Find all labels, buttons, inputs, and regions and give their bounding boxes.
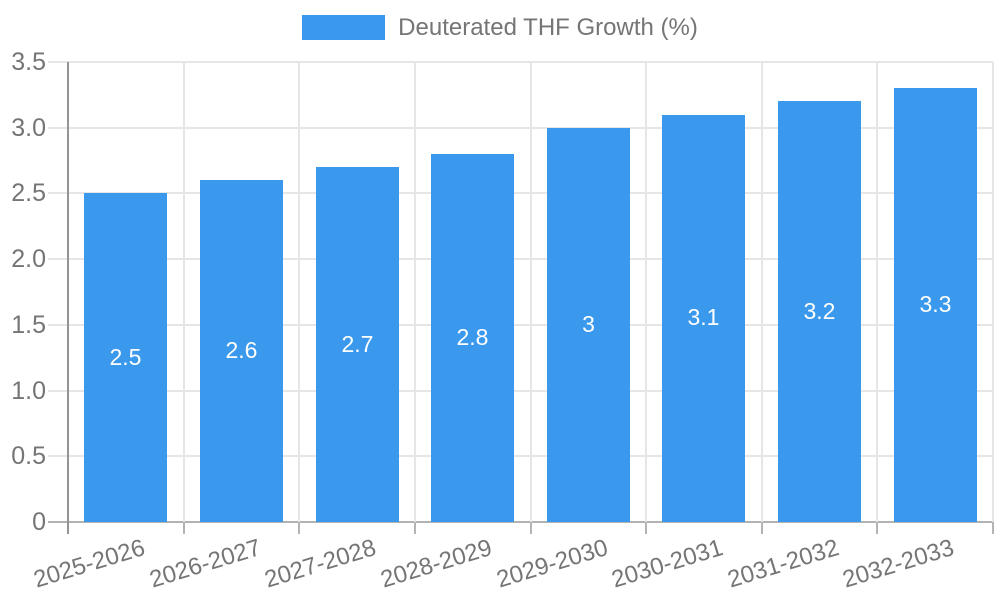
x-axis-label: 2028-2029 [377,534,495,594]
x-axis-label: 2029-2030 [492,534,611,594]
x-tick-mark [645,522,648,534]
bar[interactable] [547,127,630,522]
bar[interactable] [84,193,167,522]
x-axis-label: 2026-2027 [146,534,264,594]
bar[interactable] [894,88,977,522]
bar[interactable] [200,180,283,522]
x-axis-label: 2025-2026 [30,534,149,594]
bar-value-label: 2.6 [225,337,258,364]
x-axis-label: 2031-2032 [724,534,842,594]
bar-value-label: 3.3 [919,291,952,318]
x-gridline [992,62,994,522]
y-gridline [48,455,993,458]
y-tick-label: 0 [32,508,46,536]
x-gridline [298,62,301,522]
x-gridline [760,62,763,522]
y-tick-label: 3.0 [11,113,46,142]
y-gridline [48,126,993,129]
bar-value-label: 2.7 [341,330,374,357]
bar-value-label: 3 [582,310,595,337]
y-tick-label: 0.5 [11,442,46,471]
chart-legend[interactable]: Deuterated THF Growth (%) [0,15,1000,40]
bar-value-label: 2.8 [456,324,489,350]
x-gridline [413,62,416,522]
y-tick-label: 2.0 [11,245,46,274]
x-tick-mark [413,522,416,534]
bar[interactable] [316,167,399,522]
x-axis-baseline [48,521,993,523]
y-tick-label: 1.5 [11,310,46,339]
x-gridline [529,62,532,522]
x-tick-mark [760,522,763,534]
x-tick-mark [876,522,879,534]
y-axis-line [67,62,69,534]
bar-value-label: 3.1 [687,304,720,331]
x-tick-mark [182,522,185,534]
bar[interactable] [431,154,514,522]
y-gridline [48,389,993,392]
bar[interactable] [662,114,745,522]
y-gridline [48,258,993,261]
y-tick-label: 3.5 [11,48,46,76]
x-gridline [645,62,648,522]
bar[interactable] [778,101,861,522]
bar-value-label: 3.2 [803,297,836,324]
legend-label: Deuterated THF Growth (%) [398,14,698,41]
x-tick-mark [529,522,532,534]
y-gridline [48,323,993,326]
y-tick-label: 1.0 [11,376,46,405]
x-gridline [182,62,185,522]
y-tick-label: 2.5 [11,179,46,208]
legend-swatch [302,15,386,40]
x-axis-label: 2027-2028 [261,534,380,594]
x-tick-mark [992,522,994,534]
x-tick-mark [298,522,301,534]
x-axis-label: 2032-2033 [839,534,958,594]
y-gridline [48,61,993,63]
y-gridline [48,192,993,195]
bar-value-label: 2.5 [109,343,142,370]
x-axis-label: 2030-2031 [608,534,727,594]
x-gridline [876,62,879,522]
